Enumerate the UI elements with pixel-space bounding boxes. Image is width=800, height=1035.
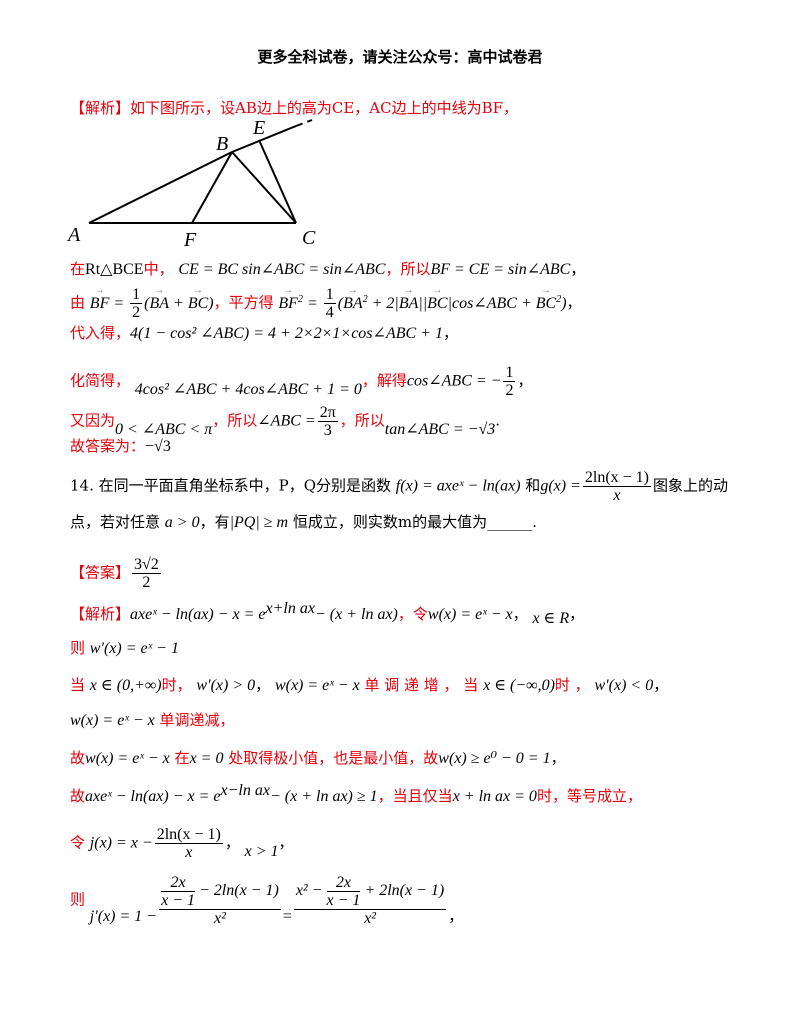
label-b: B (216, 133, 228, 155)
label-a: A (66, 224, 81, 246)
q14-sol-line6: 故axeˣ − ln(ax) − x = ex−ln ax− (x + ln a… (70, 782, 642, 806)
solution-tag: 【解析】 (70, 99, 131, 117)
label-f: F (183, 229, 197, 251)
q14-sol-line1: 【解析】axeˣ − ln(ax) − x = ex+ln ax− (x + l… (70, 600, 585, 628)
triangle-diagram: A B C E F (66, 117, 316, 251)
q14-answer: 【答案】 3√2 2 (70, 556, 161, 591)
q14-sol-line7: 令 j(x) = x −2ln(x − 1) x， x > 1， (70, 826, 294, 861)
s13-answer: −√3 (145, 438, 171, 455)
s13-line5: 又因为0 < ∠ABC < π，所以∠ABC = 2π 3 ，所以tan∠ABC = … (70, 404, 501, 439)
s13-answer-line: 故答案为：−√3 (70, 437, 171, 455)
s13-line1: 在Rt△BCE中， CE = BC sin∠ABC = sin∠ABC，所以BF… (70, 260, 586, 278)
q14-sol-line5: 故w(x) = eˣ − x 在x = 0 处取得极小值，也是最小值，故w(x)… (70, 749, 566, 767)
label-e: E (252, 117, 265, 139)
s13-line3: 代入得，4(1 − cos² ∠ABC) = 4 + 2×2×1×cos∠ABC… (70, 324, 458, 342)
q14-sol-line3: 当 x ∈ (0,+∞)时， w′(x) > 0， w(x) = eˣ − x … (70, 676, 669, 694)
q14-line1: 14. 在同一平面直角坐标系中，P，Q分别是函数 f(x) = axeˣ − l… (70, 469, 729, 504)
label-c: C (302, 227, 316, 249)
page-header: 更多全科试卷，请关注公众号：高中试卷君 (257, 48, 543, 66)
s13-intro-line: 【解析】如下图所示，设AB边上的高为CE，AC边上的中线为BF， (70, 98, 518, 118)
q14-sol-line2: 则 w′(x) = eˣ − 1 (70, 639, 179, 657)
s13-line4: 化简得， 4cos² ∠ABC + 4cos∠ABC + 1 = 0，解得cos… (70, 364, 533, 399)
q14-sol-line4: w(x) = eˣ − x 单调递减， (70, 711, 235, 729)
s13-line2: 由 BF = 12(BA + BC)，平方得 BF2 = 14(BA2 + 2|… (70, 281, 582, 322)
q14-sol-line8: 则 j′(x) = 1 −2x x − 1 − 2ln(x − 1) x² = x² −… (70, 874, 464, 927)
q14-line2: 点，若对任意 a > 0，有|PQ| ≥ m 恒成立，则实数m的最大值为____… (70, 513, 537, 531)
s13-intro: 如下图所示，设AB边上的高为CE，AC边上的中线为BF， (130, 99, 519, 117)
